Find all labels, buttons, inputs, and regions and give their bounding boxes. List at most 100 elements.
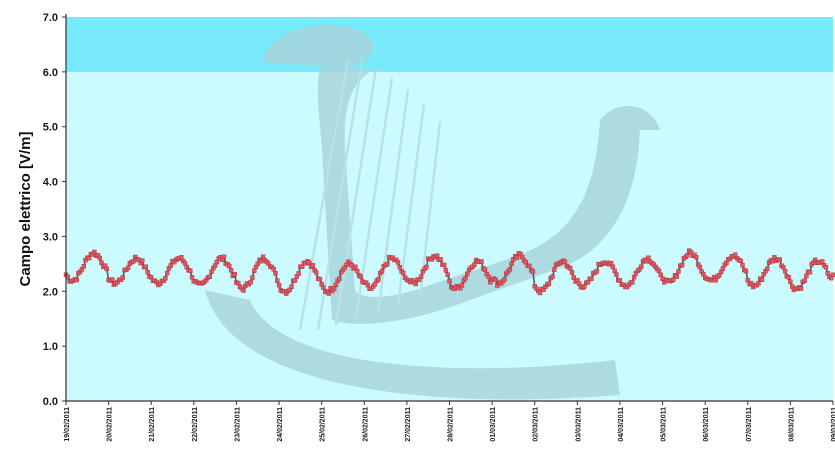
series-marker [546, 281, 552, 286]
x-tick-label: 19/02/2011 [64, 407, 71, 442]
series-marker [209, 269, 214, 274]
series-marker [798, 286, 804, 291]
series-marker [358, 274, 363, 279]
x-tick-label: 05/03/2011 [661, 407, 668, 442]
series-marker [575, 277, 580, 283]
series-marker [86, 256, 92, 261]
series-marker [232, 272, 237, 277]
series-marker [679, 262, 685, 268]
series-marker [738, 258, 743, 263]
series-marker [140, 258, 145, 263]
series-marker [472, 262, 477, 267]
x-tick-label: 07/03/2011 [746, 407, 753, 442]
series-marker [676, 269, 681, 274]
series-marker [276, 282, 282, 288]
x-tick-label: 04/03/2011 [618, 407, 625, 442]
y-axis-label: Campo elettrico [V/m] [17, 131, 34, 286]
series-marker [109, 277, 115, 282]
series-marker [614, 272, 619, 277]
series-marker [685, 253, 690, 258]
series-marker [463, 276, 468, 281]
series-marker [235, 280, 241, 286]
x-tick-label: 06/03/2011 [703, 407, 710, 442]
series-marker [207, 274, 213, 279]
series-marker [317, 277, 323, 282]
series-marker [713, 278, 718, 283]
series-marker [788, 279, 793, 284]
series-marker [658, 272, 663, 278]
x-tick-label: 08/03/2011 [788, 407, 795, 442]
series-marker [770, 259, 775, 264]
series-marker [639, 264, 644, 269]
series-marker [273, 271, 278, 276]
x-tick-label: 22/02/2011 [192, 407, 199, 442]
series-marker [333, 282, 339, 288]
series-marker [212, 263, 218, 268]
x-tick-label: 25/02/2011 [320, 407, 327, 442]
series-marker [631, 275, 637, 280]
series-marker [509, 261, 514, 266]
series-marker [459, 283, 465, 288]
y-tick-label: 2.0 [43, 286, 58, 298]
x-tick-label: 28/02/2011 [448, 407, 455, 442]
series-marker [355, 268, 360, 274]
series-marker [612, 268, 617, 274]
series-marker [830, 272, 835, 277]
series-marker [321, 285, 326, 290]
series-marker [804, 273, 809, 279]
series-marker [397, 265, 402, 270]
series-marker [379, 268, 385, 274]
series-marker [143, 264, 149, 269]
series-marker [353, 264, 358, 269]
x-tick-label: 09/03/2011 [831, 407, 835, 442]
series-marker [527, 263, 532, 269]
series-marker [807, 270, 813, 275]
series-marker [221, 254, 227, 260]
series-marker [434, 253, 440, 258]
y-tick-label: 4.0 [43, 177, 58, 189]
series-marker [694, 255, 699, 260]
series-marker [376, 277, 381, 282]
series-marker [445, 272, 450, 277]
plot-background [66, 17, 833, 401]
series-layer [63, 248, 835, 296]
series-marker [164, 270, 170, 276]
series-marker [314, 270, 319, 275]
y-tick-label: 3.0 [43, 231, 58, 243]
series-marker [168, 263, 174, 268]
series-marker [438, 257, 443, 262]
y-axis-ticks: 0.0 1.0 2.0 3.0 4.0 5.0 6.0 7.0 [43, 12, 66, 408]
series-marker [365, 282, 370, 288]
limit-band [66, 17, 833, 72]
series-marker [259, 259, 264, 264]
series-marker [740, 262, 745, 268]
series-marker [182, 261, 188, 266]
series-marker [781, 264, 786, 270]
series-marker [482, 267, 488, 272]
series-marker [104, 266, 110, 272]
series-marker [163, 276, 168, 281]
series-marker [418, 274, 424, 279]
x-tick-label: 01/03/2011 [490, 407, 497, 442]
series-marker [395, 260, 401, 265]
series-marker [145, 270, 150, 275]
series-marker [646, 255, 651, 261]
series-marker [331, 286, 337, 291]
series-marker [786, 275, 791, 280]
series-marker [442, 262, 447, 268]
series-marker [674, 274, 679, 279]
y-tick-label: 6.0 [43, 67, 58, 79]
series-marker [759, 277, 765, 282]
series-marker [296, 271, 301, 276]
series-marker [617, 278, 623, 283]
series-marker [820, 259, 825, 264]
series-marker [825, 271, 830, 276]
x-tick-label: 27/02/2011 [405, 407, 412, 442]
series-marker [228, 268, 234, 273]
series-marker [749, 280, 754, 286]
series-marker [502, 277, 507, 282]
series-marker [552, 267, 557, 272]
series-marker [777, 257, 782, 262]
series-marker [447, 278, 452, 284]
